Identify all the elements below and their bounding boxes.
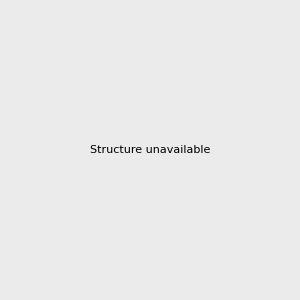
Text: Structure unavailable: Structure unavailable xyxy=(90,145,210,155)
